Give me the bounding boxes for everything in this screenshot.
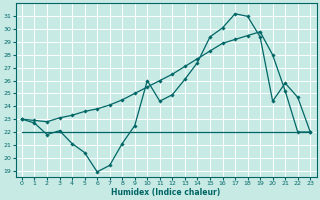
X-axis label: Humidex (Indice chaleur): Humidex (Indice chaleur) bbox=[111, 188, 221, 197]
